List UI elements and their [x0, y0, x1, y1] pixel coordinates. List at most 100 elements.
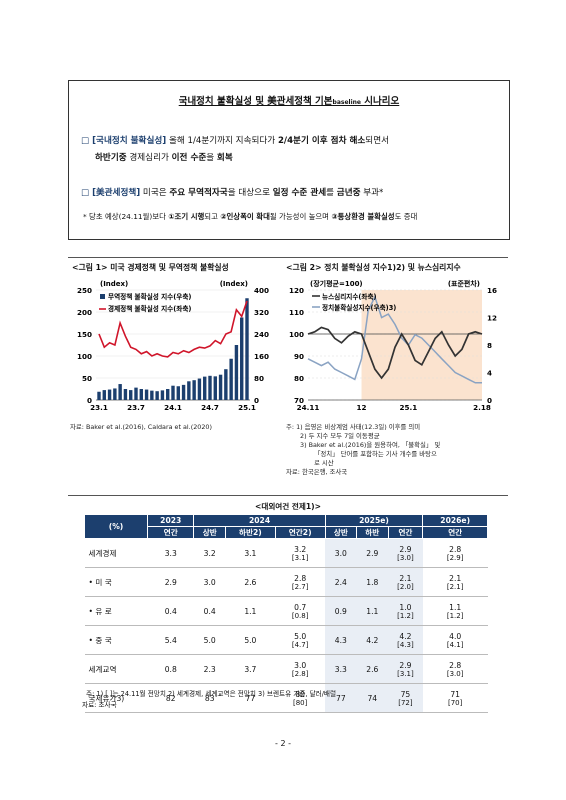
left-tick-label: 100: [77, 352, 92, 361]
table-cell: 71 [70]: [422, 683, 488, 713]
scenario-title: 국내정치 불확실성 및 美관세정책 기본baseline 시나리오: [69, 93, 509, 107]
text-bold: 일정 수준 관세: [272, 188, 327, 198]
cell-prev-value: [2.9]: [446, 553, 464, 562]
table-cell: 2.6: [225, 567, 276, 597]
table-cell: 3.0 [2.8]: [275, 654, 326, 684]
x-tick-label: 24.7: [201, 403, 219, 412]
note-line: 2) 두 지수 모두 7일 이동평균: [300, 432, 380, 440]
table-cell: 4.2: [356, 625, 388, 655]
cell-value: 5.0: [294, 631, 307, 641]
trade-bar: [102, 390, 106, 400]
row-label: 세계교역: [84, 654, 148, 684]
text-bold: ②인상폭이 확대: [220, 212, 270, 221]
x-tick-label: 2.18: [473, 403, 491, 412]
trade-bar: [144, 389, 149, 400]
cell-prev-value: [80]: [292, 698, 308, 707]
cell-value: 2.4: [334, 577, 347, 587]
table-cell: 80 [80]: [275, 683, 326, 713]
cell-value: 1.1: [244, 606, 257, 616]
cell-value: 2.8: [294, 573, 307, 583]
trade-bar: [197, 378, 202, 400]
cell-prev-value: [3.1]: [291, 553, 309, 562]
footnote: * 당초 예상(24.11월)보다 ①조기 시행되고 ②인상폭이 확대될 가능성…: [83, 211, 417, 222]
table-cell: 0.4: [147, 596, 194, 626]
trade-bar: [171, 385, 175, 400]
cell-value: 2.1: [399, 573, 412, 583]
subheader-cell: 상반: [324, 526, 358, 539]
cell-prev-value: [72]: [398, 698, 413, 707]
table-cell: 3.0: [325, 538, 357, 568]
fig1-caption: <그림 1> 미국 경제정책 및 무역정책 불확실성: [72, 263, 229, 272]
outlook-table: (%) 2023 2024 2025e) 2026e) 연간 상반 하반2) 연간2)…: [84, 514, 488, 713]
trade-bar: [229, 358, 233, 400]
legend-swatch-trade: [100, 294, 105, 299]
trade-bar: [134, 387, 138, 400]
cell-value: 2.1: [449, 573, 462, 583]
table-cell: 1.0 [1.2]: [388, 596, 423, 626]
trade-bar: [181, 384, 186, 400]
text-bold: ③통상환경 불확실성: [331, 212, 395, 221]
trade-bar: [203, 376, 207, 400]
text: * 당초 예상(24.11월)보다: [83, 212, 169, 221]
right-tick-label: 4: [487, 369, 492, 378]
right-tick-label: 8: [487, 341, 492, 350]
trade-bar: [224, 369, 228, 400]
left-tick-label: 70: [294, 396, 304, 405]
cell-value: 3.3: [164, 548, 177, 558]
x-tick-label: 23.7: [127, 403, 145, 412]
cell-value: 0.8: [164, 664, 177, 674]
trade-bar: [245, 298, 249, 400]
note-line: 「정치」 단어를 포함하는 기사 개수를 바탕으: [314, 450, 437, 458]
cell-value: 2.6: [366, 664, 379, 674]
table-cell: 4.3: [325, 625, 357, 655]
table-cell: 0.4: [193, 596, 226, 626]
title-main: 국내정치 불확실성 및 美관세정책 기본: [178, 96, 333, 107]
note-line: 로 시산: [314, 459, 334, 467]
trade-bar: [234, 345, 239, 400]
text: 도 증대: [394, 212, 418, 221]
cell-value: 3.7: [244, 664, 257, 674]
table-row: • 중 국 5.4 5.0 5.0 5.0 [4.7] 4.3 4.2 4.2 [4.3] 4.0[…: [84, 625, 488, 655]
cell-value: 5.0: [244, 635, 257, 645]
table-cell: 4.0 [4.1]: [422, 625, 488, 655]
cell-value: 0.4: [164, 606, 177, 616]
title-end: 시나리오: [361, 96, 400, 107]
cell-prev-value: [2.0]: [397, 582, 414, 591]
right-tick-label: 0: [254, 396, 259, 405]
fig2-caption: <그림 2> 정치 불확실성 지수1)2) 및 뉴스심리지수: [286, 263, 461, 272]
text-bold: 금년중: [336, 188, 361, 198]
cell-value: 2.8: [449, 544, 462, 554]
cell-prev-value: [3.0]: [397, 553, 414, 562]
subheader-cell: 연간: [422, 526, 488, 539]
text: 미국은: [140, 188, 170, 198]
table-cell: 2.1 [2.0]: [388, 567, 423, 597]
cell-value: 5.0: [203, 635, 216, 645]
cell-prev-value: [1.2]: [446, 611, 464, 620]
right-tick-label: 240: [254, 330, 269, 339]
right-tick-label: 320: [254, 308, 269, 317]
cell-prev-value: [4.7]: [291, 640, 309, 649]
table-row: • 미 국 2.9 3.0 2.6 2.8 [2.7] 2.4 1.8 2.1 [2.0] 2.1[…: [84, 567, 488, 597]
cell-value: 3.1: [244, 548, 257, 558]
table-row: • 유 로 0.4 0.4 1.1 0.7 [0.8] 0.9 1.1 1.0 [1.2] 1.1[…: [84, 596, 488, 626]
cell-value: 2.9: [399, 544, 412, 554]
cell-prev-value: [2.1]: [446, 582, 464, 591]
trade-bar: [187, 381, 191, 400]
text: 올해 1/4분기까지 지속되다가: [166, 136, 278, 146]
cell-value: 2.8: [449, 660, 462, 670]
table-cell: 5.0 [4.7]: [275, 625, 326, 655]
table-cell: 3.7: [225, 654, 276, 684]
cell-prev-value: [3.1]: [397, 669, 414, 678]
table-cell: 2.8 [3.0]: [422, 654, 488, 684]
th-2023: 2023: [146, 514, 195, 527]
table-row: 세계경제 3.3 3.2 3.1 3.2 [3.1] 3.0 2.9 2.9 [3.0] 2.8 [2…: [84, 538, 488, 568]
cell-value: 4.3: [334, 635, 347, 645]
table-cell: 2.8 [2.9]: [422, 538, 488, 568]
trade-bar: [218, 374, 223, 400]
divider: [68, 257, 508, 258]
trade-bar: [118, 384, 122, 400]
x-tick-label: 24.1: [164, 403, 182, 412]
bullet-head: □ [美관세정책]: [81, 188, 141, 198]
right-tick-label: 160: [254, 352, 269, 361]
table-cell: 2.4: [325, 567, 357, 597]
